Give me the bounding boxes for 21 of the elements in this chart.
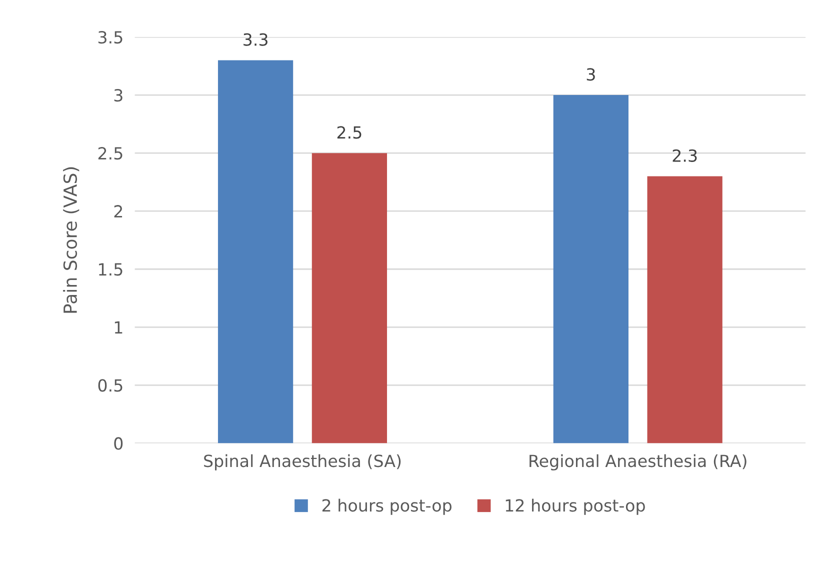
data-label: 2.3 (672, 149, 697, 162)
legend-label: 2 hours post-op (322, 498, 452, 515)
x-tick-label: Spinal Anaesthesia (SA) (204, 454, 401, 470)
legend-label: 12 hours post-op (506, 498, 645, 515)
y-tick-label: 3 (114, 89, 122, 102)
y-axis-title: Pain Score (VAS) (63, 167, 80, 313)
bar (647, 176, 722, 444)
data-label: 2.5 (337, 126, 362, 139)
data-label: 3.3 (244, 33, 268, 46)
bar (218, 60, 294, 444)
y-tick-label: 3.5 (98, 30, 122, 44)
x-tick-label: Regional Anaesthesia (RA) (530, 454, 746, 470)
y-tick-label: 0.5 (98, 379, 122, 392)
data-label: 3 (586, 68, 595, 81)
bar (312, 153, 388, 444)
y-tick-label: 2.5 (98, 147, 122, 160)
y-tick-label: 0 (114, 437, 123, 450)
y-tick-label: 1.5 (99, 263, 122, 276)
y-tick-label: 2 (114, 205, 122, 218)
y-tick-label: 1 (114, 321, 122, 334)
bar (553, 95, 628, 444)
